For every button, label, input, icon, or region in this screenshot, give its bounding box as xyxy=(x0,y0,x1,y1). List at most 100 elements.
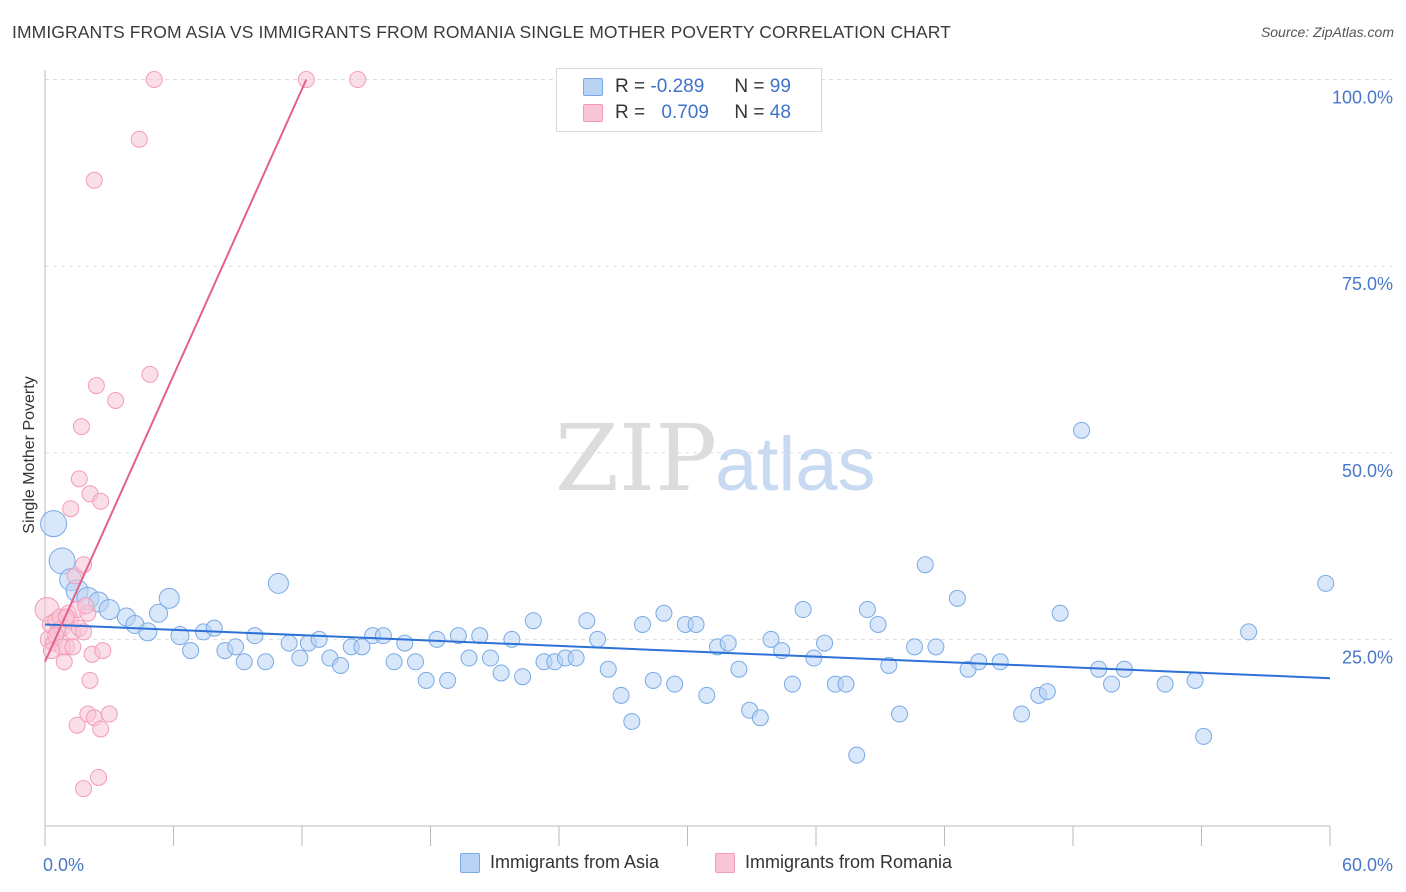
asia-point xyxy=(730,660,748,678)
asia-point xyxy=(948,589,966,607)
asia-point xyxy=(439,671,457,689)
asia-point xyxy=(524,612,542,630)
asia-point xyxy=(666,675,684,693)
asia-point xyxy=(182,642,200,660)
asia-point xyxy=(578,612,596,630)
asia-point xyxy=(783,675,801,693)
romania-point xyxy=(72,418,90,436)
asia-point xyxy=(353,638,371,656)
asia-point xyxy=(332,657,350,675)
asia-point xyxy=(1051,604,1069,622)
asia-legend-label: Immigrants from Asia xyxy=(490,852,660,872)
asia-point xyxy=(481,649,499,667)
asia-point xyxy=(623,712,641,730)
asia-point xyxy=(396,634,414,652)
romania-trend-line xyxy=(44,79,308,663)
asia-point xyxy=(291,649,309,667)
asia-point xyxy=(719,634,737,652)
asia-point xyxy=(158,587,180,609)
chart-title: IMMIGRANTS FROM ASIA VS IMMIGRANTS FROM … xyxy=(12,22,951,42)
y-axis-label: Single Mother Poverty xyxy=(21,376,38,533)
romania-point xyxy=(145,71,163,88)
asia-point xyxy=(816,634,834,652)
romania-point xyxy=(141,365,159,383)
legend-row-romania: R = 0.709 N = 48 xyxy=(583,101,791,125)
asia-point xyxy=(1073,421,1091,439)
romania-point xyxy=(42,642,60,660)
asia-point xyxy=(246,627,264,645)
x-tick-label-min: 0.0% xyxy=(43,855,84,875)
axes xyxy=(44,70,1331,846)
asia-points xyxy=(40,421,1335,764)
romania-point xyxy=(92,720,110,738)
asia-point xyxy=(751,709,769,727)
asia-point xyxy=(655,604,673,622)
asia-point xyxy=(991,653,1009,671)
romania-point xyxy=(107,391,125,409)
asia-point xyxy=(407,653,425,671)
series-legend: Immigrants from Asia Immigrants from Rom… xyxy=(0,852,1406,878)
romania-point xyxy=(68,716,86,734)
asia-point xyxy=(385,653,403,671)
asia-point xyxy=(762,630,780,648)
romania-legend-label: Immigrants from Romania xyxy=(745,852,953,872)
asia-point xyxy=(880,657,898,675)
romania-point xyxy=(75,623,93,641)
asia-point xyxy=(634,615,652,633)
asia-point xyxy=(257,653,275,671)
grid xyxy=(45,79,1392,640)
y-tick-label: 75.0% xyxy=(1342,274,1393,294)
watermark: ZIP atlas xyxy=(555,405,876,512)
romania-point xyxy=(64,638,82,656)
legend-item-asia[interactable]: Immigrants from Asia xyxy=(460,852,659,873)
asia-point xyxy=(1013,705,1031,723)
asia-point xyxy=(698,686,716,704)
romania-legend-swatch xyxy=(715,852,735,873)
asia-r-value: -0.289 xyxy=(650,76,705,97)
asia-point xyxy=(205,619,223,637)
romania-point xyxy=(94,642,112,660)
asia-point xyxy=(514,668,532,686)
asia-point xyxy=(599,660,617,678)
correlation-legend: R = -0.289 N = 99 R = 0.709 N = 48 xyxy=(556,68,822,132)
romania-r-value: 0.709 xyxy=(661,102,709,123)
asia-point xyxy=(449,627,467,645)
asia-point xyxy=(280,634,298,652)
asia-point xyxy=(858,601,876,619)
romania-point xyxy=(57,608,75,626)
romania-point xyxy=(70,470,88,488)
asia-point xyxy=(227,638,245,656)
romania-n-value: 48 xyxy=(769,102,791,123)
tick-labels: 25.0% 50.0% 75.0% 100.0% 0.0% 60.0% xyxy=(43,88,1393,876)
romania-point xyxy=(87,377,105,395)
asia-point xyxy=(916,556,934,574)
y-tick-label: 25.0% xyxy=(1342,647,1393,667)
legend-row-asia: R = -0.289 N = 99 xyxy=(583,75,791,99)
asia-point xyxy=(460,649,478,667)
asia-point xyxy=(428,630,446,648)
asia-point xyxy=(794,601,812,619)
romania-point xyxy=(349,71,367,88)
asia-point xyxy=(98,599,120,621)
asia-point xyxy=(1195,727,1213,745)
y-tick-label: 50.0% xyxy=(1342,461,1393,481)
asia-point xyxy=(417,671,435,689)
asia-point xyxy=(267,572,289,594)
y-tick-label: 100.0% xyxy=(1332,88,1393,108)
asia-point xyxy=(1038,683,1056,701)
asia-point xyxy=(1156,675,1174,693)
asia-trend-line xyxy=(44,623,1331,680)
asia-point xyxy=(1240,623,1258,641)
romania-point xyxy=(90,768,108,786)
legend-item-romania[interactable]: Immigrants from Romania xyxy=(715,852,952,873)
source-label: Source: ZipAtlas.com xyxy=(1260,24,1394,40)
asia-point xyxy=(40,510,68,538)
romania-point xyxy=(130,130,148,148)
watermark-atlas: atlas xyxy=(715,422,876,507)
asia-point xyxy=(927,638,945,656)
asia-swatch xyxy=(583,78,603,96)
asia-point xyxy=(891,705,909,723)
asia-point xyxy=(837,675,855,693)
romania-point xyxy=(100,705,118,723)
